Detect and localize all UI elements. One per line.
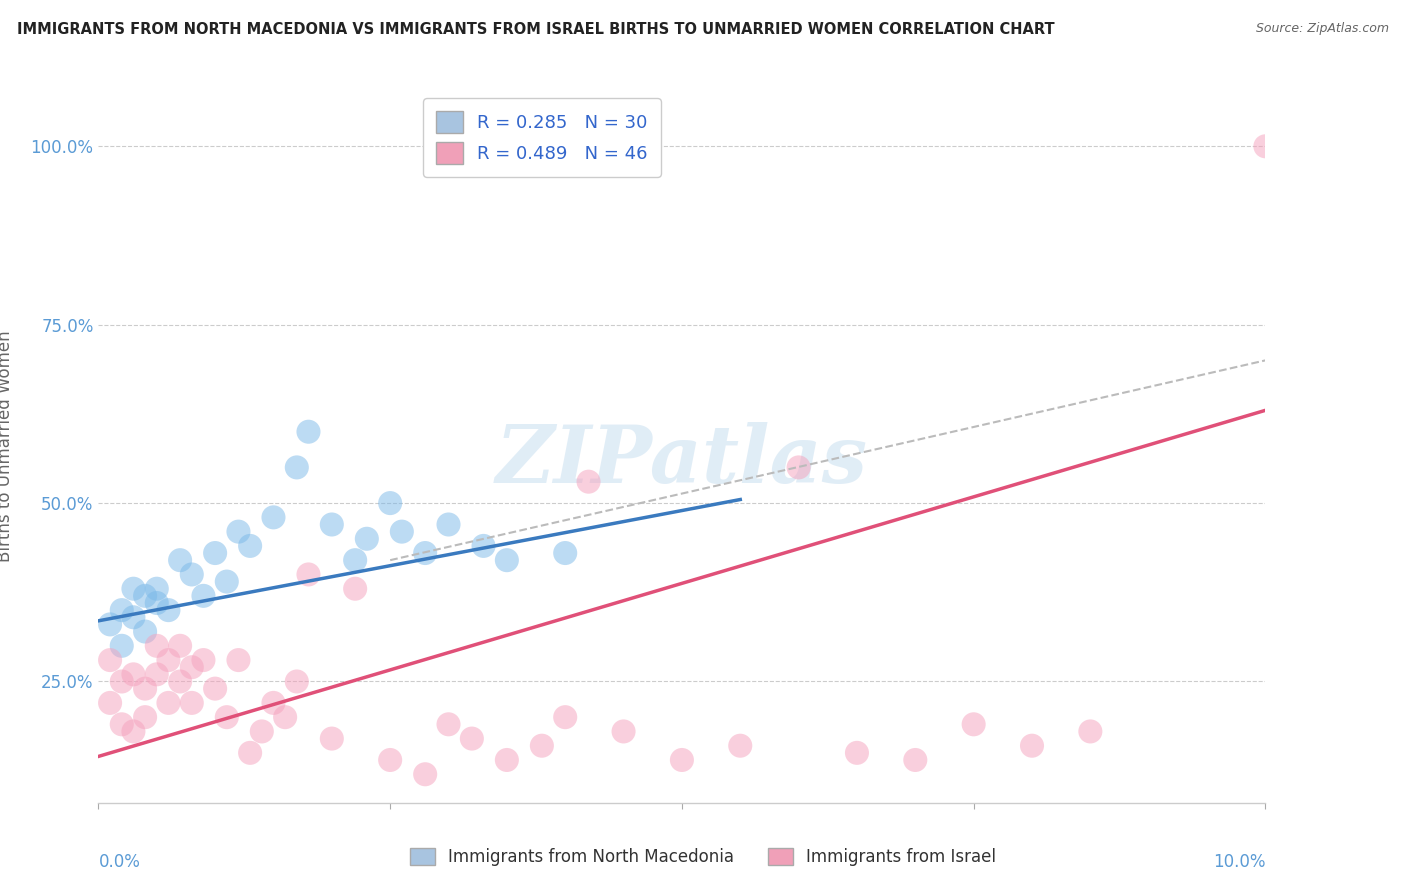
- Point: [962, 717, 984, 731]
- Point: [554, 546, 576, 560]
- Point: [169, 674, 191, 689]
- Legend: Immigrants from North Macedonia, Immigrants from Israel: Immigrants from North Macedonia, Immigra…: [404, 841, 1002, 873]
- Point: [98, 696, 121, 710]
- Point: [321, 731, 343, 746]
- Point: [180, 660, 202, 674]
- Point: [413, 767, 436, 781]
- Point: [228, 524, 250, 539]
- Point: [344, 553, 367, 567]
- Point: [671, 753, 693, 767]
- Point: [111, 603, 134, 617]
- Point: [285, 674, 308, 689]
- Point: [98, 617, 121, 632]
- Point: [297, 567, 319, 582]
- Point: [554, 710, 576, 724]
- Point: [250, 724, 273, 739]
- Point: [437, 517, 460, 532]
- Point: [146, 667, 169, 681]
- Point: [730, 739, 752, 753]
- Point: [274, 710, 297, 724]
- Point: [122, 610, 145, 624]
- Text: 0.0%: 0.0%: [98, 853, 141, 871]
- Point: [146, 639, 169, 653]
- Legend: R = 0.285   N = 30, R = 0.489   N = 46: R = 0.285 N = 30, R = 0.489 N = 46: [423, 98, 661, 177]
- Text: 10.0%: 10.0%: [1213, 853, 1265, 871]
- Point: [146, 596, 169, 610]
- Point: [98, 653, 121, 667]
- Point: [157, 653, 180, 667]
- Point: [1254, 139, 1277, 153]
- Point: [496, 553, 519, 567]
- Point: [228, 653, 250, 667]
- Point: [239, 746, 262, 760]
- Point: [380, 496, 402, 510]
- Point: [157, 696, 180, 710]
- Point: [321, 517, 343, 532]
- Point: [461, 731, 484, 746]
- Point: [215, 710, 238, 724]
- Point: [169, 553, 191, 567]
- Point: [180, 567, 202, 582]
- Point: [111, 717, 134, 731]
- Point: [122, 724, 145, 739]
- Point: [262, 696, 284, 710]
- Point: [496, 753, 519, 767]
- Point: [612, 724, 634, 739]
- Point: [239, 539, 262, 553]
- Point: [134, 589, 156, 603]
- Point: [356, 532, 378, 546]
- Point: [1080, 724, 1102, 739]
- Point: [134, 624, 156, 639]
- Point: [193, 589, 215, 603]
- Point: [122, 667, 145, 681]
- Text: IMMIGRANTS FROM NORTH MACEDONIA VS IMMIGRANTS FROM ISRAEL BIRTHS TO UNMARRIED WO: IMMIGRANTS FROM NORTH MACEDONIA VS IMMIG…: [17, 22, 1054, 37]
- Point: [437, 717, 460, 731]
- Point: [530, 739, 553, 753]
- Point: [180, 696, 202, 710]
- Point: [146, 582, 169, 596]
- Point: [262, 510, 284, 524]
- Point: [787, 460, 810, 475]
- Point: [193, 653, 215, 667]
- Point: [204, 681, 226, 696]
- Point: [169, 639, 191, 653]
- Point: [157, 603, 180, 617]
- Point: [111, 674, 134, 689]
- Point: [846, 746, 869, 760]
- Point: [204, 546, 226, 560]
- Point: [413, 546, 436, 560]
- Point: [472, 539, 495, 553]
- Point: [391, 524, 413, 539]
- Point: [122, 582, 145, 596]
- Text: ZIPatlas: ZIPatlas: [496, 422, 868, 499]
- Point: [134, 710, 156, 724]
- Point: [285, 460, 308, 475]
- Point: [297, 425, 319, 439]
- Point: [344, 582, 367, 596]
- Point: [111, 639, 134, 653]
- Point: [578, 475, 600, 489]
- Point: [134, 681, 156, 696]
- Point: [215, 574, 238, 589]
- Point: [904, 753, 927, 767]
- Point: [380, 753, 402, 767]
- Y-axis label: Births to Unmarried Women: Births to Unmarried Women: [0, 330, 14, 562]
- Point: [1021, 739, 1043, 753]
- Text: Source: ZipAtlas.com: Source: ZipAtlas.com: [1256, 22, 1389, 36]
